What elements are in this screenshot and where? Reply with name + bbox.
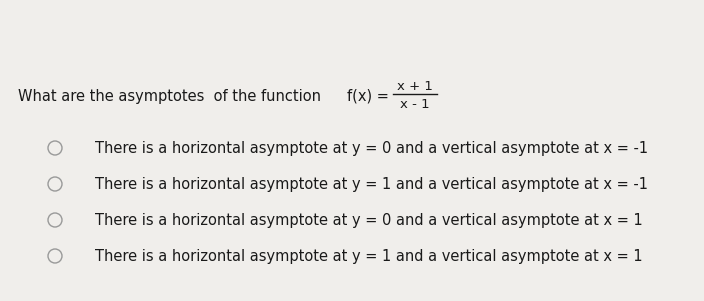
Text: There is a horizontal asymptote at y = 0 and a vertical asymptote at x = -1: There is a horizontal asymptote at y = 0… — [95, 141, 648, 156]
Text: What are the asymptotes  of the function: What are the asymptotes of the function — [18, 88, 326, 104]
Text: There is a horizontal asymptote at y = 1 and a vertical asymptote at x = -1: There is a horizontal asymptote at y = 1… — [95, 176, 648, 191]
Text: There is a horizontal asymptote at y = 0 and a vertical asymptote at x = 1: There is a horizontal asymptote at y = 0… — [95, 213, 643, 228]
Text: f(x) =: f(x) = — [347, 88, 389, 104]
Text: x - 1: x - 1 — [400, 98, 430, 110]
Text: x + 1: x + 1 — [397, 79, 433, 92]
Text: There is a horizontal asymptote at y = 1 and a vertical asymptote at x = 1: There is a horizontal asymptote at y = 1… — [95, 249, 643, 263]
